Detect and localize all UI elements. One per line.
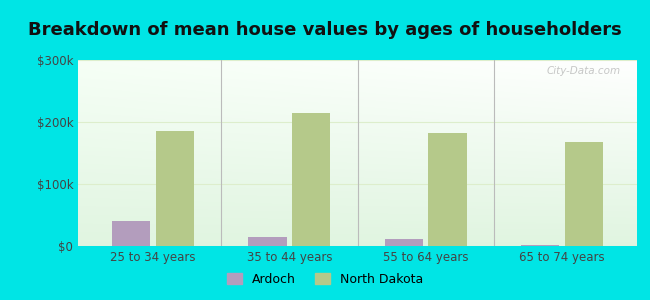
Bar bbox=[385, 238, 423, 246]
Legend: Ardoch, North Dakota: Ardoch, North Dakota bbox=[222, 268, 428, 291]
Bar bbox=[156, 131, 194, 246]
Bar bbox=[565, 142, 603, 246]
Bar bbox=[112, 221, 150, 246]
Text: Breakdown of mean house values by ages of householders: Breakdown of mean house values by ages o… bbox=[28, 21, 622, 39]
Text: City-Data.com: City-Data.com bbox=[546, 66, 620, 76]
Bar bbox=[248, 237, 287, 246]
Bar bbox=[521, 245, 559, 246]
Bar bbox=[292, 113, 330, 246]
Bar bbox=[428, 133, 467, 246]
